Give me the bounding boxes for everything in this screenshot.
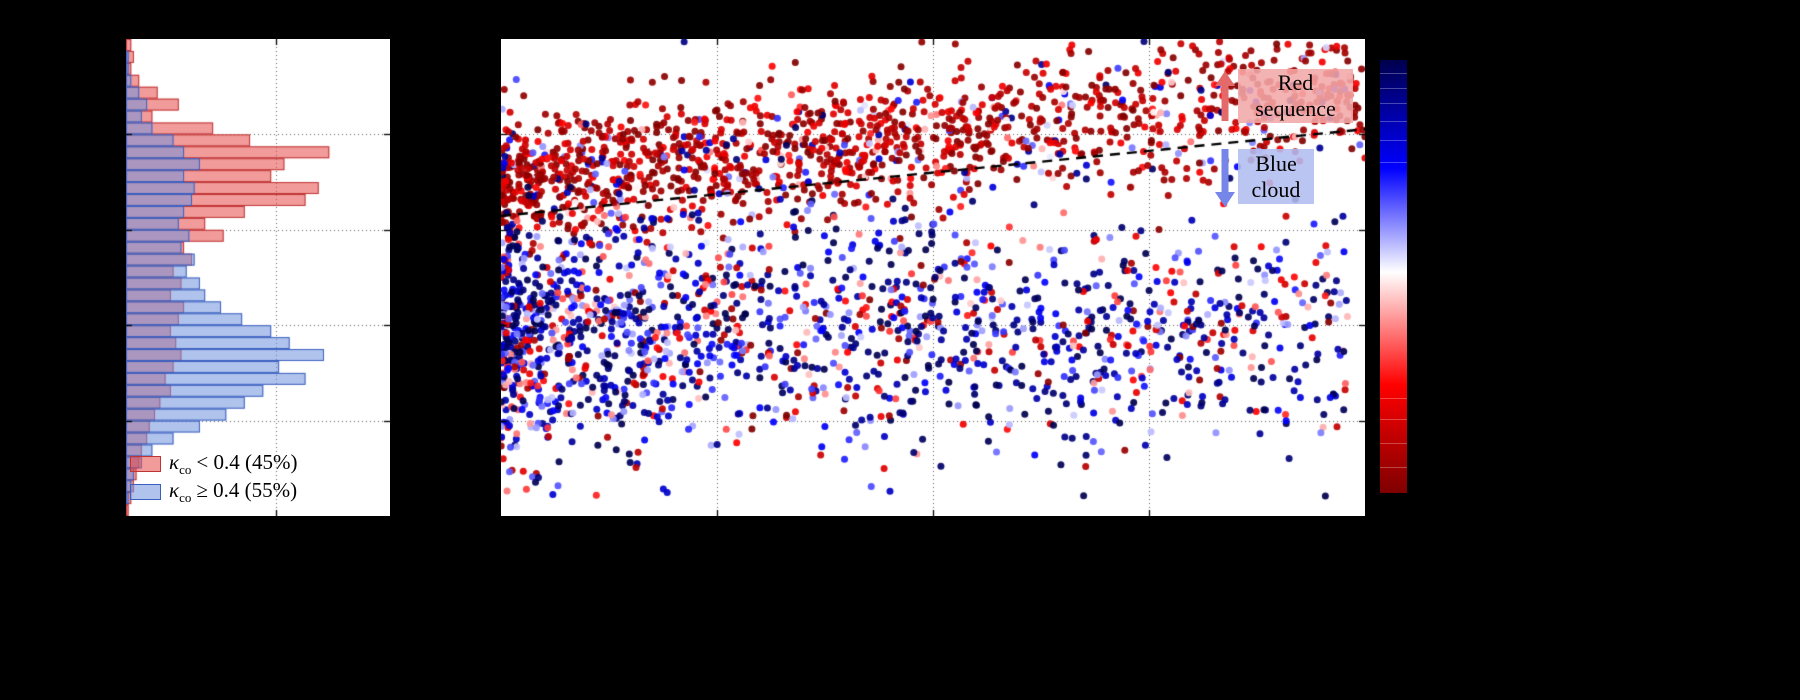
colorbar-tick-line (1380, 72, 1407, 74)
colorbar-tick-line (1380, 467, 1407, 469)
red-legend-swatch (130, 456, 161, 472)
colorbar-tick-line (1380, 120, 1407, 122)
scatter-panel: Red sequence Blue cloud (500, 38, 1366, 517)
legend-item-blue: κco ≥ 0.4 (55%) (130, 478, 297, 506)
legend-label-blue: κco ≥ 0.4 (55%) (169, 478, 297, 506)
blue-cloud-arrow-down-icon (1215, 149, 1235, 207)
colorbar-tick-line (1380, 103, 1407, 105)
red-sequence-arrow-up-icon (1215, 71, 1235, 121)
blue-legend-swatch (130, 484, 161, 500)
kappa-symbol: κ (169, 449, 180, 474)
legend-label-blue-text: ≥ 0.4 (55%) (196, 477, 298, 502)
histogram-legend: κco < 0.4 (45%) κco ≥ 0.4 (55%) (130, 450, 297, 506)
scatter-canvas (501, 39, 1365, 516)
kappa-subscript: co (179, 462, 192, 478)
colorbar-tick-line (1380, 140, 1407, 142)
histogram-panel: κco < 0.4 (45%) κco ≥ 0.4 (55%) (125, 38, 391, 517)
legend-item-red: κco < 0.4 (45%) (130, 450, 297, 478)
red-sequence-label: Red sequence (1238, 69, 1353, 123)
blue-cloud-text: Blue cloud (1251, 150, 1301, 202)
legend-label-red-text: < 0.4 (45%) (196, 449, 298, 474)
colorbar-tick-line (1380, 397, 1407, 399)
legend-label-red: κco < 0.4 (45%) (169, 450, 297, 478)
kappa-subscript: co (179, 490, 192, 506)
colorbar (1379, 59, 1408, 494)
histogram-canvas (126, 39, 390, 516)
colorbar-tick-line (1380, 161, 1407, 163)
kappa-symbol: κ (169, 477, 180, 502)
blue-cloud-label: Blue cloud (1238, 149, 1314, 204)
colorbar-tick-line (1380, 88, 1407, 90)
colorbar-tick-line (1380, 443, 1407, 445)
red-sequence-text: Red sequence (1255, 70, 1336, 121)
colorbar-tick-line (1380, 419, 1407, 421)
